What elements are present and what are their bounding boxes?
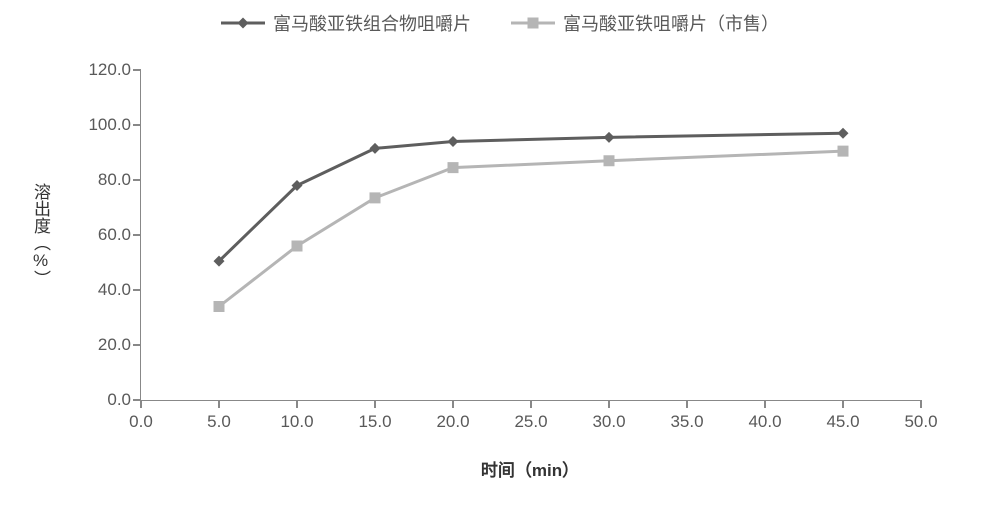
series-marker bbox=[838, 146, 849, 157]
x-tick bbox=[764, 400, 766, 408]
x-tick-label: 50.0 bbox=[896, 412, 946, 432]
x-tick-label: 5.0 bbox=[194, 412, 244, 432]
y-tick-label: 20.0 bbox=[71, 335, 131, 355]
chart-legend: 富马酸亚铁组合物咀嚼片 富马酸亚铁咀嚼片（市售） bbox=[0, 10, 1000, 36]
x-tick bbox=[452, 400, 454, 408]
series-marker bbox=[838, 128, 849, 139]
series-line bbox=[219, 151, 843, 306]
series-marker bbox=[292, 241, 303, 252]
x-tick-label: 10.0 bbox=[272, 412, 322, 432]
series-marker bbox=[448, 136, 459, 147]
y-tick bbox=[133, 344, 141, 346]
y-tick bbox=[133, 69, 141, 71]
y-tick-label: 0.0 bbox=[71, 390, 131, 410]
x-tick-label: 45.0 bbox=[818, 412, 868, 432]
legend-swatch bbox=[221, 15, 265, 31]
y-tick-label: 40.0 bbox=[71, 280, 131, 300]
x-tick bbox=[296, 400, 298, 408]
legend-label: 富马酸亚铁咀嚼片（市售） bbox=[563, 10, 779, 36]
series-layer bbox=[141, 70, 921, 400]
x-tick-label: 25.0 bbox=[506, 412, 556, 432]
legend-item: 富马酸亚铁咀嚼片（市售） bbox=[511, 10, 779, 36]
y-tick bbox=[133, 289, 141, 291]
series-marker bbox=[604, 155, 615, 166]
x-tick-label: 0.0 bbox=[116, 412, 166, 432]
series-marker bbox=[370, 192, 381, 203]
y-tick-label: 120.0 bbox=[71, 60, 131, 80]
legend-label: 富马酸亚铁组合物咀嚼片 bbox=[273, 10, 471, 36]
y-axis-title: 溶出度（%） bbox=[28, 70, 53, 400]
y-tick bbox=[133, 179, 141, 181]
plot-area: 0.020.040.060.080.0100.0120.00.05.010.01… bbox=[140, 70, 921, 401]
y-tick bbox=[133, 234, 141, 236]
y-tick-label: 100.0 bbox=[71, 115, 131, 135]
x-tick bbox=[530, 400, 532, 408]
x-tick bbox=[140, 400, 142, 408]
y-tick-label: 60.0 bbox=[71, 225, 131, 245]
series-marker bbox=[214, 301, 225, 312]
x-axis-title: 时间（min） bbox=[140, 456, 920, 481]
y-tick-label: 80.0 bbox=[71, 170, 131, 190]
series-marker bbox=[604, 132, 615, 143]
x-tick bbox=[218, 400, 220, 408]
series-marker bbox=[370, 143, 381, 154]
x-tick bbox=[608, 400, 610, 408]
x-tick bbox=[374, 400, 376, 408]
y-tick bbox=[133, 124, 141, 126]
legend-swatch bbox=[511, 15, 555, 31]
x-tick-label: 40.0 bbox=[740, 412, 790, 432]
x-tick-label: 15.0 bbox=[350, 412, 400, 432]
chart-container: 富马酸亚铁组合物咀嚼片富马酸亚铁咀嚼片（市售） 0.020.040.060.08… bbox=[0, 0, 1000, 518]
x-tick bbox=[842, 400, 844, 408]
x-tick-label: 20.0 bbox=[428, 412, 478, 432]
series-marker bbox=[448, 162, 459, 173]
x-tick-label: 30.0 bbox=[584, 412, 634, 432]
x-tick bbox=[920, 400, 922, 408]
legend-item: 富马酸亚铁组合物咀嚼片 bbox=[221, 10, 471, 36]
x-tick-label: 35.0 bbox=[662, 412, 712, 432]
x-tick bbox=[686, 400, 688, 408]
series-line bbox=[219, 133, 843, 261]
